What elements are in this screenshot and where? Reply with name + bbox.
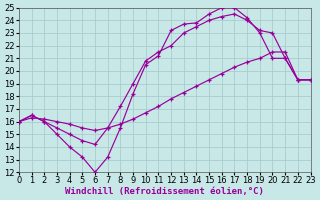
X-axis label: Windchill (Refroidissement éolien,°C): Windchill (Refroidissement éolien,°C): [65, 187, 264, 196]
